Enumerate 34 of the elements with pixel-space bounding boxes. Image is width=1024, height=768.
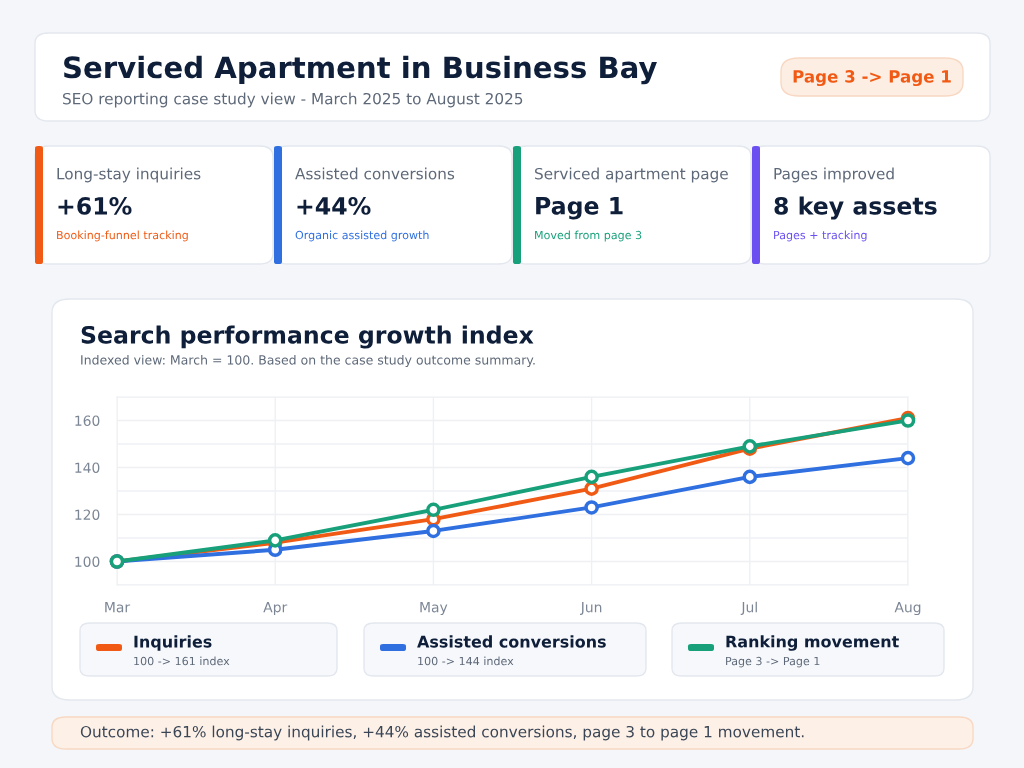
- text: Serviced apartment page: [535, 167, 728, 183]
- text: Assisted conversions: [295, 167, 455, 180]
- text: Page 3 -> Page 1: [793, 70, 951, 87]
- x-tick-label: Jul: [740, 601, 757, 615]
- legend-label: Assisted conversions: [417, 635, 606, 648]
- chart-subtitle: Indexed view: March = 100. Based on the case study outcome summary.: [81, 354, 535, 368]
- x-tick-label: Apr: [263, 602, 288, 616]
- y-tick-label: 100: [75, 556, 100, 567]
- y-tick-label: 140: [75, 462, 100, 473]
- text: 100 -> 161 index: [134, 656, 230, 666]
- text: Outcome: +61% long-stay inquiries, +44% assisted conversions, page 3 to page 1 movement.: [80, 725, 804, 741]
- text: Page 1: [536, 197, 623, 220]
- text: Pages + tracking: [774, 230, 867, 242]
- x-tick-label: Aug: [894, 602, 921, 616]
- text: 100 -> 144 index: [418, 656, 514, 666]
- text: 8 key assets: [774, 196, 937, 220]
- text: +44%: [297, 196, 371, 215]
- x-tick-label: May: [420, 602, 448, 616]
- text: Organic assisted growth: [295, 230, 429, 242]
- text: Serviced Apartment in Business Bay: [64, 55, 657, 85]
- text: Booking-funnel tracking: [57, 230, 188, 242]
- legend-label: Ranking movement: [726, 635, 899, 651]
- text: Long-stay inquiries: [57, 167, 201, 183]
- y-tick-label: 120: [75, 509, 100, 520]
- y-tick-label: 160: [75, 415, 100, 426]
- chart-title: Search performance growth index: [81, 325, 534, 349]
- text: Moved from page 3: [535, 230, 642, 242]
- legend-label: Inquiries: [134, 635, 212, 651]
- text: SEO reporting case study view - March 2025 to August 2025: [63, 92, 523, 108]
- text: +61%: [58, 196, 132, 215]
- text: Page 3 -> Page 1: [726, 656, 820, 668]
- text: Pages improved: [774, 167, 894, 183]
- x-tick-label: Jun: [580, 602, 602, 615]
- x-tick-label: Mar: [105, 602, 131, 613]
